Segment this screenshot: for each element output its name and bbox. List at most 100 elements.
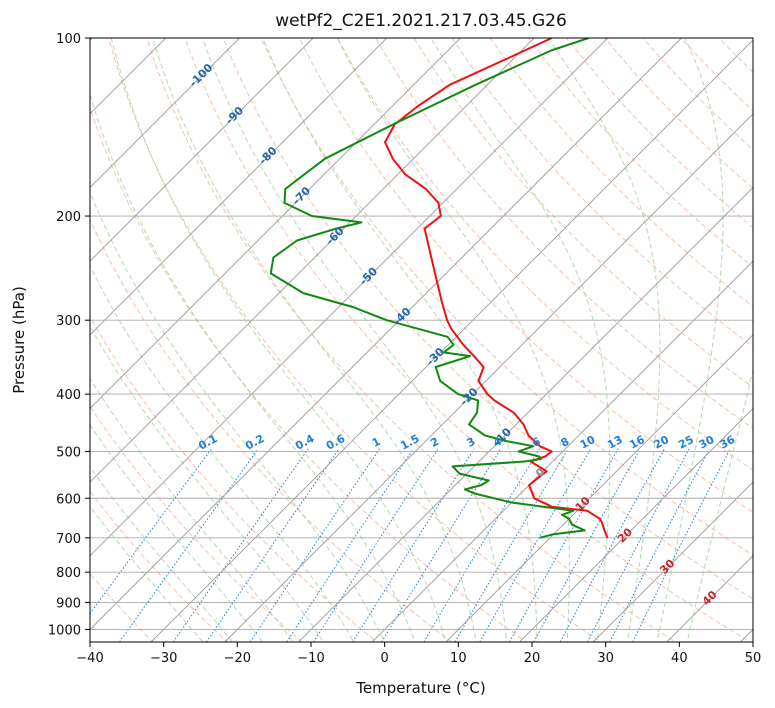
- y-tick-label: 800: [56, 566, 81, 581]
- isotherm-label: 20: [615, 525, 635, 545]
- moist-adiabat: [201, 38, 508, 642]
- dry-adiabat: [565, 38, 753, 229]
- mixing-ratio-line: [313, 448, 439, 642]
- mixing-ratio-label: 2: [428, 435, 441, 450]
- mixing-ratio-label: 0.2: [243, 432, 266, 453]
- isotherm-label: -90: [223, 104, 246, 127]
- mixing-ratio-label: 30: [697, 433, 717, 452]
- dry-adiabat: [260, 38, 753, 556]
- moist-adiabat: [90, 377, 294, 642]
- mixing-ratio-label: 25: [676, 433, 696, 452]
- mixing-ratio-line: [381, 448, 502, 642]
- x-tick-label: 20: [524, 651, 541, 666]
- x-tick-label: 50: [745, 651, 762, 666]
- moist-adiabat: [90, 191, 385, 642]
- isotherm-label: -40: [390, 305, 413, 328]
- mixing-ratio-line: [423, 448, 541, 642]
- moist-adiabat: [548, 38, 661, 642]
- x-tick-label: −30: [150, 651, 177, 666]
- isotherm: [90, 38, 535, 483]
- isotherm: [150, 39, 753, 642]
- mixing-ratio-line: [352, 448, 475, 642]
- x-tick-label: −40: [76, 651, 103, 666]
- mixing-ratio-label: 3: [465, 435, 478, 450]
- dry-adiabat: [451, 38, 753, 348]
- dry-adiabat: [413, 38, 753, 388]
- mixing-ratio-line: [286, 448, 414, 642]
- moist-adiabat: [90, 325, 324, 642]
- line-labels: 0.1 0.2 0.4 0.6 1 1.5 2 3 4 6 8 10 13 16 20 25 30 36-100-…: [187, 61, 738, 608]
- isotherm: [90, 38, 462, 410]
- mixing-ratio-line: [479, 448, 592, 642]
- isotherm: [90, 38, 388, 336]
- mixing-ratio-line: [632, 448, 731, 642]
- y-tick-label: 400: [56, 388, 81, 403]
- background-lines: [90, 38, 753, 642]
- isotherm: [371, 260, 753, 642]
- y-axis-label: Pressure (hPa): [10, 286, 28, 394]
- y-tick-label: 900: [56, 596, 81, 611]
- y-tick-label: 600: [56, 492, 81, 507]
- mixing-ratio-label: 0.1: [196, 432, 219, 453]
- mixing-ratio-line: [206, 448, 340, 642]
- moist-adiabat: [262, 38, 538, 642]
- moist-adiabat: [152, 38, 477, 642]
- dry-adiabat: [108, 38, 602, 642]
- y-tick-label: 300: [56, 314, 81, 329]
- isotherm-label: 30: [657, 557, 677, 577]
- moist-adiabat: [430, 38, 611, 642]
- x-tick-label: 0: [381, 651, 389, 666]
- plot-frame: [89, 37, 754, 643]
- y-tick-label: 1000: [48, 623, 81, 638]
- y-tick-label: 700: [56, 532, 81, 547]
- isotherm: [90, 38, 241, 189]
- mixing-ratio-label: 1: [370, 435, 383, 450]
- dry-adiabat: [90, 218, 453, 642]
- moist-adiabat: [90, 92, 416, 642]
- mixing-ratio-line: [559, 448, 665, 642]
- x-tick-label: 30: [597, 651, 614, 666]
- dry-adiabat: [298, 38, 753, 513]
- dry-adiabat: [90, 106, 528, 642]
- x-tick-label: −10: [297, 651, 324, 666]
- mixing-ratio-line: [609, 448, 711, 642]
- dry-adiabat: [90, 573, 154, 642]
- moist-adiabat: [90, 424, 264, 642]
- isotherm: [445, 334, 753, 642]
- dewpoint-profile-line: [269, 38, 589, 539]
- dry-adiabat: [527, 38, 753, 268]
- x-tick-label: −20: [224, 651, 251, 666]
- y-tick-label: 500: [56, 445, 81, 460]
- x-axis-label: Temperature (°C): [355, 679, 485, 697]
- isotherm: [90, 38, 683, 631]
- mixing-ratio-line: [586, 448, 690, 642]
- mixing-ratio-label: 20: [652, 433, 672, 452]
- mixing-ratio-label: 13: [605, 433, 625, 452]
- isotherm-label: 40: [700, 588, 720, 608]
- y-tick-label: 100: [56, 32, 81, 47]
- moist-adiabat: [90, 264, 355, 642]
- isotherm: [224, 113, 753, 642]
- moist-adiabat: [686, 368, 753, 642]
- dry-adiabat: [375, 38, 753, 430]
- x-tick-label: 10: [450, 651, 467, 666]
- isotherm-label: -100: [187, 61, 216, 90]
- moist-adiabat: [656, 38, 724, 642]
- chart-title: wetPf2_C2E1.2021.217.03.45.G26: [275, 11, 567, 31]
- mixing-ratio-label: 16: [627, 433, 647, 452]
- profile-series: [269, 38, 609, 539]
- isotherm: [518, 407, 753, 642]
- mixing-ratio-line: [249, 448, 381, 642]
- dry-adiabat: [337, 38, 753, 471]
- isotherm: [297, 186, 753, 642]
- isotherm: [90, 38, 314, 262]
- mixing-ratio-label: 10: [578, 433, 598, 452]
- dry-adiabat: [489, 38, 753, 308]
- isotherm: [90, 38, 609, 557]
- temperature-profile-line: [384, 38, 609, 539]
- moist-adiabat: [90, 505, 204, 642]
- mixing-ratio-label: 8: [559, 435, 572, 450]
- mixing-ratio-label: 0.4: [293, 432, 317, 453]
- isotherm: [592, 481, 753, 642]
